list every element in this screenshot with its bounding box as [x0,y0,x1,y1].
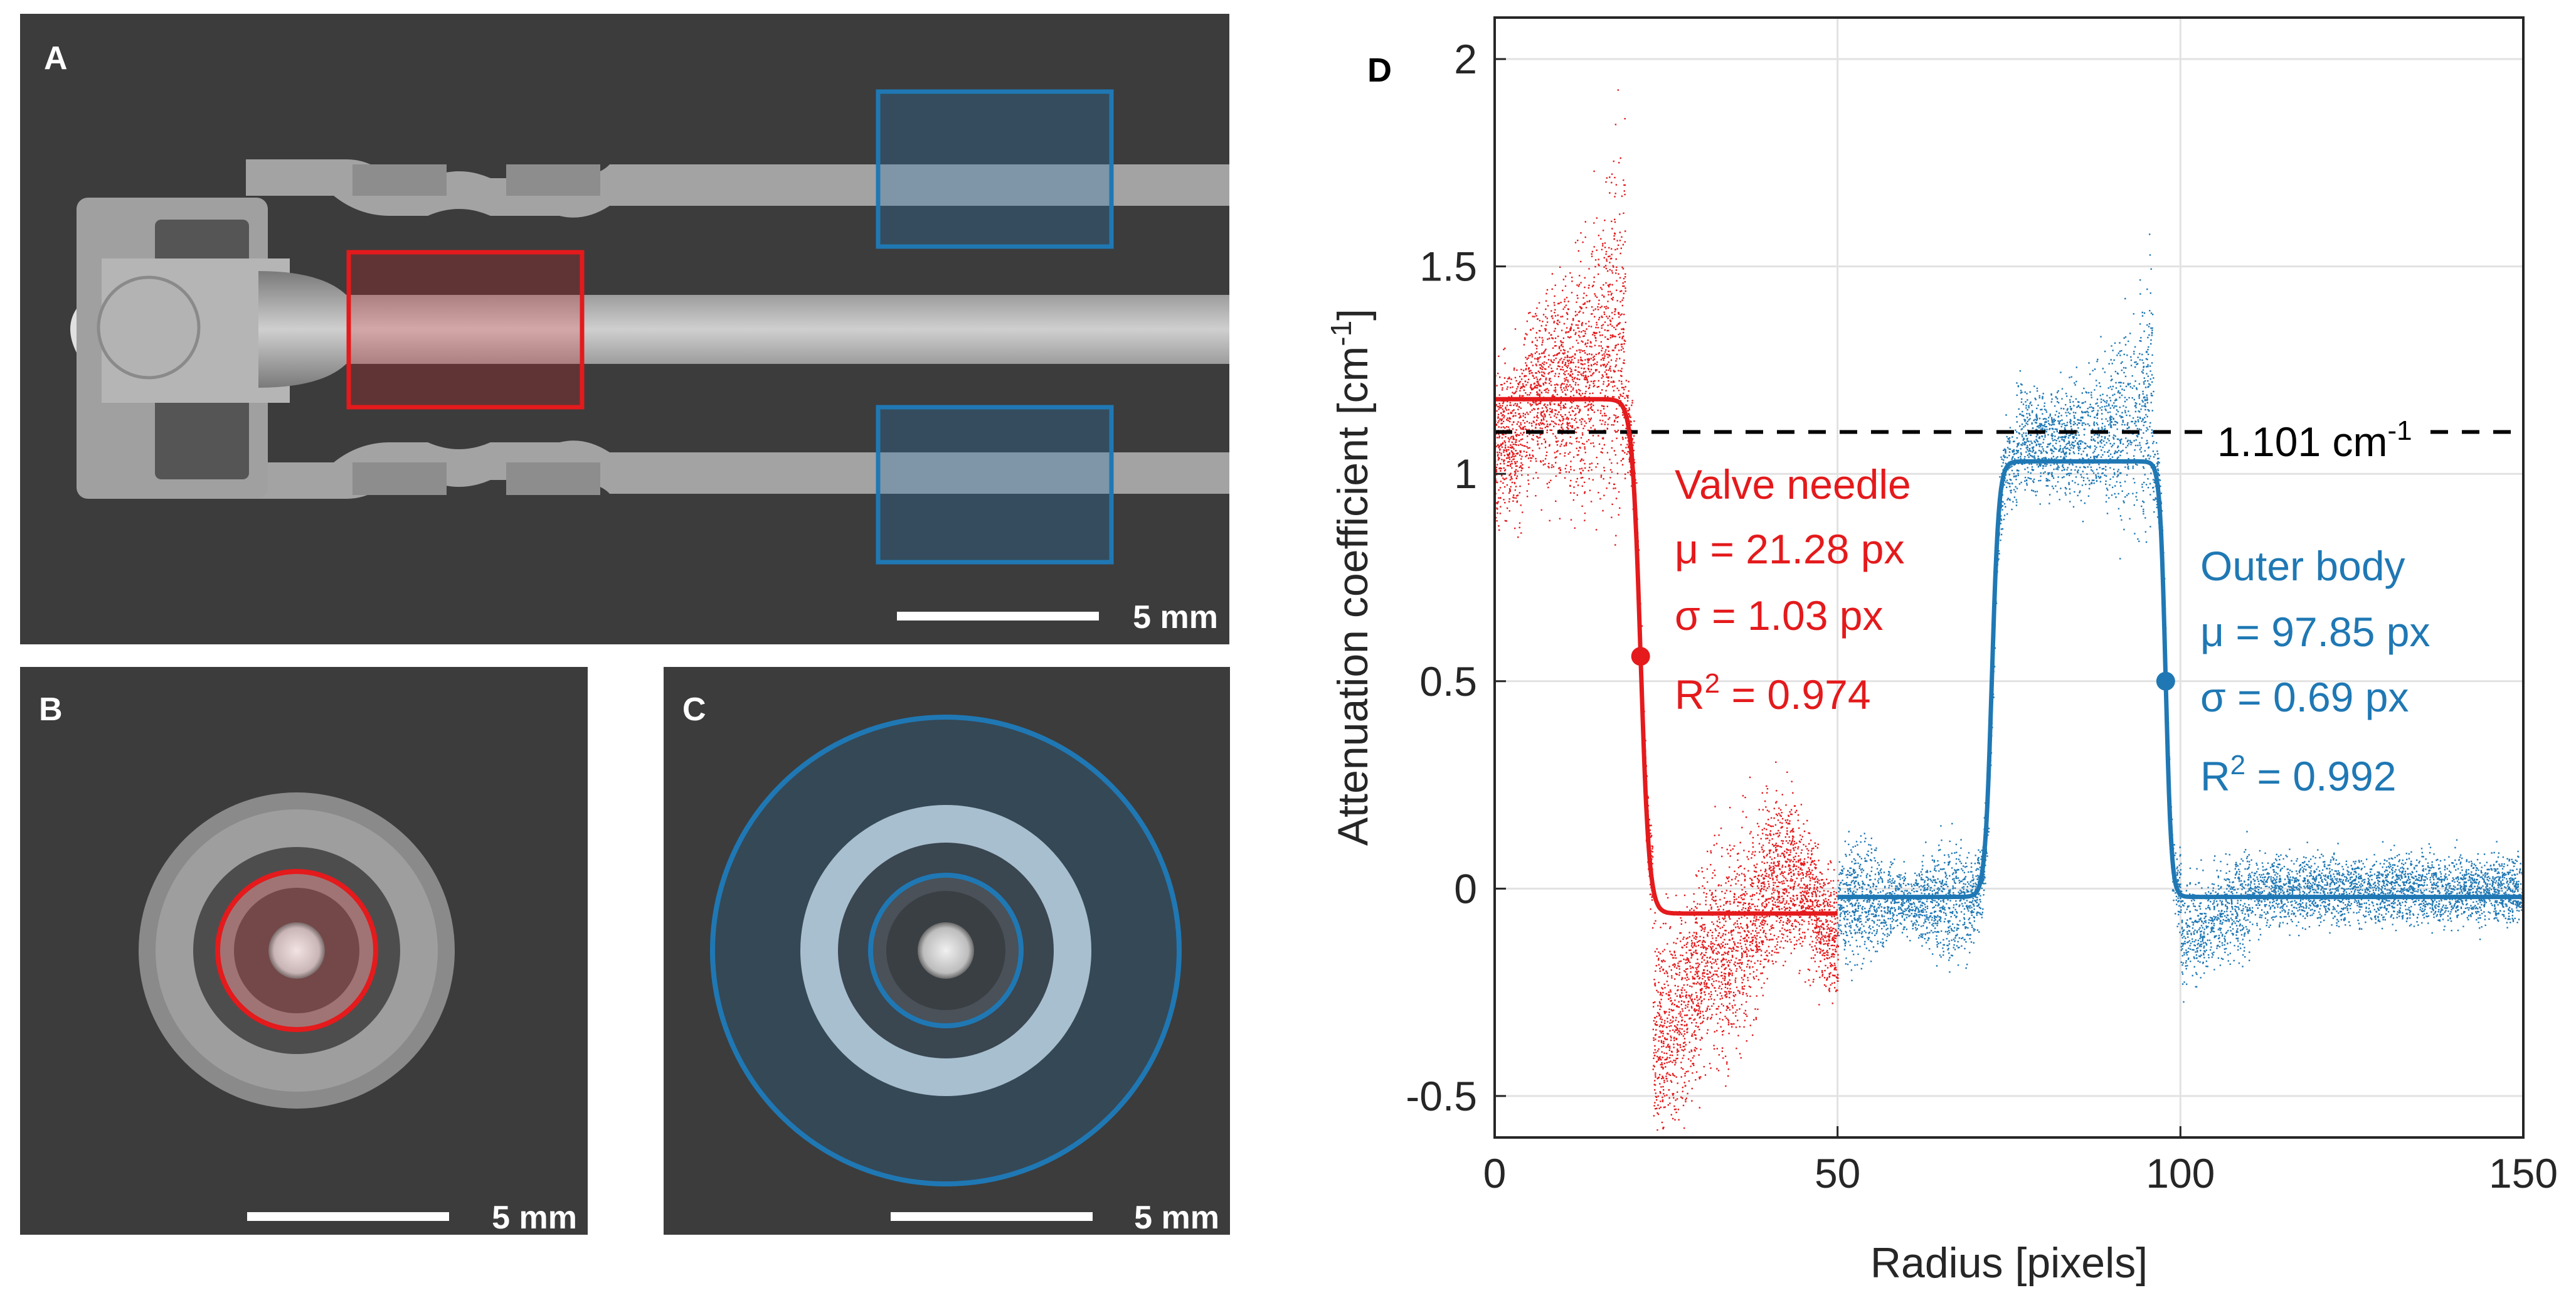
fit-curve-outer-body [1837,459,2523,900]
scalebar-label-b: 5 mm [492,1200,577,1235]
threshold-label: 1.101 cm-1 [2217,415,2412,465]
needle-sigma: σ = 1.03 px [1675,592,1883,639]
inner-roi-circle [868,873,1024,1028]
lower-fin-2 [506,462,600,495]
scalebar-c [891,1212,1093,1221]
y-tick-label: 1.5 [1419,243,1477,290]
y-tick-label: 0 [1454,865,1477,912]
lower-wall [246,440,1229,499]
panel-label-b: B [39,691,63,728]
x-tick-label: 100 [2146,1150,2215,1196]
upper-wall [246,159,1229,218]
scatter-points [1495,89,2523,1131]
panel-a-image: A 5 mm [20,14,1229,644]
body-r2-value: = 0.992 [2245,753,2396,799]
y-tick-label: 0.5 [1419,658,1477,705]
fit-curve-valve-needle [1495,397,1838,916]
x-axis-label: Radius [pixels] [1870,1239,2148,1287]
scalebar-b [247,1212,449,1221]
upper-fin-1 [352,164,447,196]
housing-tip [70,309,77,353]
threshold-label-text: 1.101 cm [2217,418,2387,465]
y-axis-label: Attenuation coefficient [cm-1] [1325,309,1377,846]
x-tick-label: 150 [2489,1150,2558,1196]
needle-core [268,922,325,979]
scalebar-label-a: 5 mm [1133,599,1218,636]
needle-rod [258,271,1229,388]
needle-mu: μ = 21.28 px [1675,526,1904,572]
outer-roi-circle [710,715,1182,1186]
needle-r2-sup: 2 [1705,668,1720,699]
y-axis-label-text: Attenuation coefficient [cm [1329,346,1377,846]
body-sigma: σ = 0.69 px [2200,674,2409,720]
y-axis-label-end: ] [1329,309,1377,321]
needle-annotation: Valve needle μ = 21.28 px σ = 1.03 px R2… [1675,461,1911,718]
needle-roi [346,250,585,410]
body-roi-top [876,89,1114,249]
scatter-valve-needle [1495,89,1839,1131]
needle-r2-value: = 0.974 [1720,671,1870,718]
y-tick-label: -0.5 [1406,1073,1477,1119]
upper-fin-2 [506,164,600,196]
y-tick-label: 2 [1454,36,1477,82]
body-r2-label: R [2200,753,2230,799]
body-roi-bottom [876,405,1114,565]
body-annotation: Outer body μ = 97.85 px σ = 0.69 px R2 =… [2200,543,2430,799]
ball [97,275,201,380]
scalebar-label-c: 5 mm [1134,1200,1219,1235]
body-r2: R2 = 0.992 [2200,750,2397,799]
x-tick-label: 50 [1815,1150,1860,1196]
body-r2-sup: 2 [2230,750,2245,780]
x-tick-label: 0 [1483,1150,1507,1196]
fit-curves [1495,397,2523,916]
body-mu: μ = 97.85 px [2200,609,2430,655]
scalebar-a [897,612,1099,621]
needle-series-name: Valve needle [1675,461,1911,508]
panel-b-image: B 5 mm [20,667,588,1235]
panel-c-image: C 5 mm [664,667,1230,1235]
panel-label-a: A [44,40,68,77]
needle-core [918,922,974,979]
needle-r2: R2 = 0.974 [1675,668,1871,718]
needle-roi-circle [215,869,378,1032]
marker-valve-needle [1631,647,1650,666]
y-tick-label: 1 [1454,450,1477,497]
panel-label-c: C [682,691,706,728]
marker-outer-body [2156,671,2175,691]
lower-fin-1 [352,462,447,495]
fit-markers [1631,647,2175,691]
panel-label-d: D [1367,51,1392,89]
threshold-label-sup: -1 [2387,415,2412,446]
y-axis-label-sup: -1 [1325,321,1357,346]
axis-ticks: 0 50 100 150-0.500.511.52 [1406,36,2558,1196]
plot-frame [1493,16,2525,1139]
needle-r2-label: R [1675,671,1705,718]
body-series-name: Outer body [2200,543,2405,589]
